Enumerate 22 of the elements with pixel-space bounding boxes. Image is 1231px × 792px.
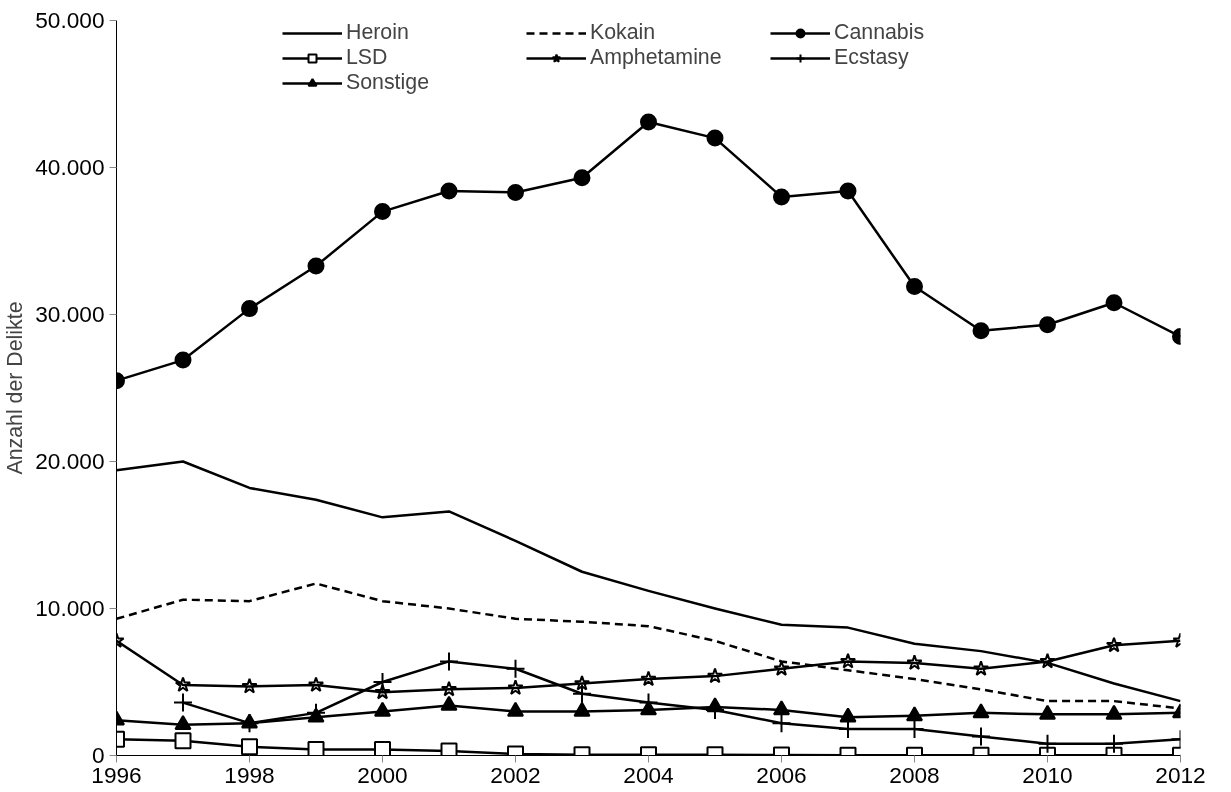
x-tick-label: 2002	[490, 761, 541, 788]
x-tick-label: 2008	[889, 761, 940, 788]
legend-label: Cannabis	[834, 20, 926, 45]
x-tick-label: 2006	[756, 761, 807, 788]
legend-label: LSD	[346, 45, 389, 70]
x-tick-label: 2010	[1022, 761, 1073, 788]
y-tick-label: 20.000	[35, 448, 105, 474]
x-tick-label: 1998	[224, 761, 275, 788]
x-tick-label: 2012	[1155, 761, 1206, 788]
legend-label: Amphetamine	[590, 45, 723, 70]
y-tick-label: 0	[91, 742, 105, 768]
legend-label: Kokain	[590, 20, 657, 45]
y-axis-title: Anzahl der Delikte	[3, 301, 28, 475]
x-tick-label: 2004	[623, 761, 674, 788]
y-tick-label: 40.000	[35, 154, 105, 180]
legend-label: Ecstasy	[834, 45, 910, 70]
y-tick-label: 10.000	[35, 595, 105, 621]
x-tick-label: 2000	[357, 761, 408, 788]
y-tick-label: 30.000	[35, 301, 105, 327]
legend-label: Sonstige	[346, 70, 430, 95]
legend-label: Heroin	[346, 20, 410, 45]
y-tick-label: 50.000	[35, 7, 105, 33]
